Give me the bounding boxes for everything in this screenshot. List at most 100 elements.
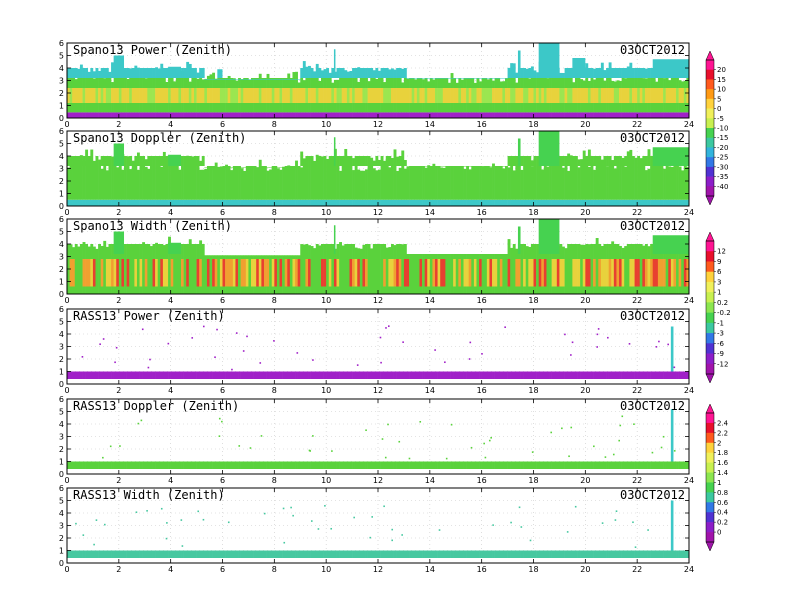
heatmap-speck	[147, 366, 150, 369]
heatmap-cell	[572, 88, 576, 103]
heatmap-speck	[242, 350, 245, 352]
heatmap-cell	[352, 371, 355, 379]
heatmap-cell	[310, 550, 314, 558]
heatmap-cell	[517, 162, 521, 200]
heatmap-cell	[308, 156, 311, 166]
heatmap-cell	[611, 286, 615, 294]
heatmap-cell	[67, 371, 70, 379]
heatmap-cell	[248, 259, 252, 287]
heatmap-cell	[209, 79, 213, 80]
heatmap-cell	[416, 166, 420, 200]
heatmap-cell	[323, 550, 327, 558]
heatmap-cell	[232, 550, 236, 558]
heatmap-cell	[494, 78, 498, 88]
heatmap-cell	[126, 286, 130, 294]
heatmap-cell	[129, 103, 133, 113]
heatmap-cell	[310, 371, 314, 379]
heatmap-cell	[639, 112, 643, 118]
heatmap-cell	[92, 246, 96, 259]
heatmap-cell	[429, 371, 433, 379]
x-tick-label: 24	[684, 208, 694, 217]
heatmap-cell	[204, 88, 208, 103]
heatmap-cell	[209, 166, 213, 200]
heatmap-cell	[134, 166, 138, 200]
heatmap-cell	[219, 103, 223, 113]
heatmap-cell	[269, 79, 273, 80]
panel-title: Spano13 Doppler (Zenith)	[73, 131, 246, 145]
heatmap-cell	[227, 371, 231, 379]
heatmap-cell	[191, 88, 195, 103]
heatmap-cell	[681, 199, 685, 206]
heatmap-cell	[416, 112, 420, 118]
x-tick-label: 20	[580, 386, 590, 395]
heatmap-cell	[339, 88, 343, 103]
heatmap-cell	[243, 103, 247, 113]
heatmap-cell	[308, 259, 311, 287]
heatmap-cell	[442, 167, 446, 200]
heatmap-cell	[118, 286, 122, 294]
heatmap-cell	[624, 156, 628, 166]
heatmap-cell	[554, 371, 558, 379]
heatmap-cell	[370, 286, 374, 294]
heatmap-cell	[380, 371, 384, 379]
heatmap-cell	[621, 286, 625, 294]
heatmap-cell	[79, 371, 83, 379]
heatmap-cell	[181, 371, 184, 379]
heatmap-cell	[468, 371, 472, 379]
colorbar-label: 0	[717, 105, 721, 113]
heatmap-speck	[165, 537, 168, 540]
heatmap-cell	[308, 65, 311, 78]
heatmap-cell	[269, 371, 273, 379]
heatmap-cell	[375, 170, 379, 200]
heatmap-cell	[206, 75, 210, 88]
heatmap-cell	[339, 286, 343, 294]
x-tick-label: 20	[580, 476, 590, 485]
heatmap-cell	[253, 255, 257, 259]
heatmap-cell	[440, 199, 444, 206]
heatmap-cell	[445, 259, 449, 287]
heatmap-cell	[98, 112, 101, 118]
heatmap-cell	[155, 88, 159, 103]
heatmap-cell	[652, 103, 656, 113]
heatmap-cell	[660, 550, 664, 558]
heatmap-cell	[603, 156, 607, 166]
heatmap-cell	[497, 103, 501, 113]
heatmap-cell	[72, 166, 76, 200]
heatmap-cell	[85, 199, 89, 206]
heatmap-cell	[427, 371, 431, 379]
heatmap-cell	[297, 550, 301, 558]
heatmap-cell	[95, 112, 99, 118]
heatmap-cell	[82, 242, 86, 259]
heatmap-cell	[388, 247, 392, 259]
heatmap-cell	[497, 286, 501, 294]
heatmap-cell	[90, 199, 94, 206]
heatmap-cell	[411, 166, 415, 200]
heatmap-cell	[282, 286, 285, 294]
heatmap-cell	[359, 550, 363, 558]
heatmap-cell	[683, 112, 687, 118]
heatmap-cell	[388, 550, 392, 558]
heatmap-speck	[647, 529, 649, 531]
heatmap-cell	[422, 254, 425, 259]
heatmap-cell	[328, 112, 332, 118]
heatmap-cell	[359, 78, 363, 88]
heatmap-cell	[559, 72, 563, 78]
heatmap-cell	[652, 550, 656, 558]
heatmap-cell	[396, 244, 400, 259]
heatmap-cell	[486, 286, 490, 294]
heatmap-speck	[571, 341, 574, 344]
heatmap-cell	[541, 259, 545, 287]
heatmap-cell	[297, 371, 301, 379]
heatmap-cell	[111, 244, 114, 259]
heatmap-cell	[266, 167, 270, 168]
heatmap-cell	[284, 166, 288, 200]
heatmap-cell	[370, 248, 374, 259]
heatmap-cell	[492, 286, 495, 294]
heatmap-cell	[279, 199, 283, 206]
heatmap-cell	[406, 461, 410, 469]
heatmap-cell	[108, 461, 112, 469]
heatmap-cell	[336, 461, 340, 469]
heatmap-cell	[492, 163, 495, 200]
heatmap-cell	[637, 166, 641, 200]
heatmap-cell	[647, 371, 651, 379]
